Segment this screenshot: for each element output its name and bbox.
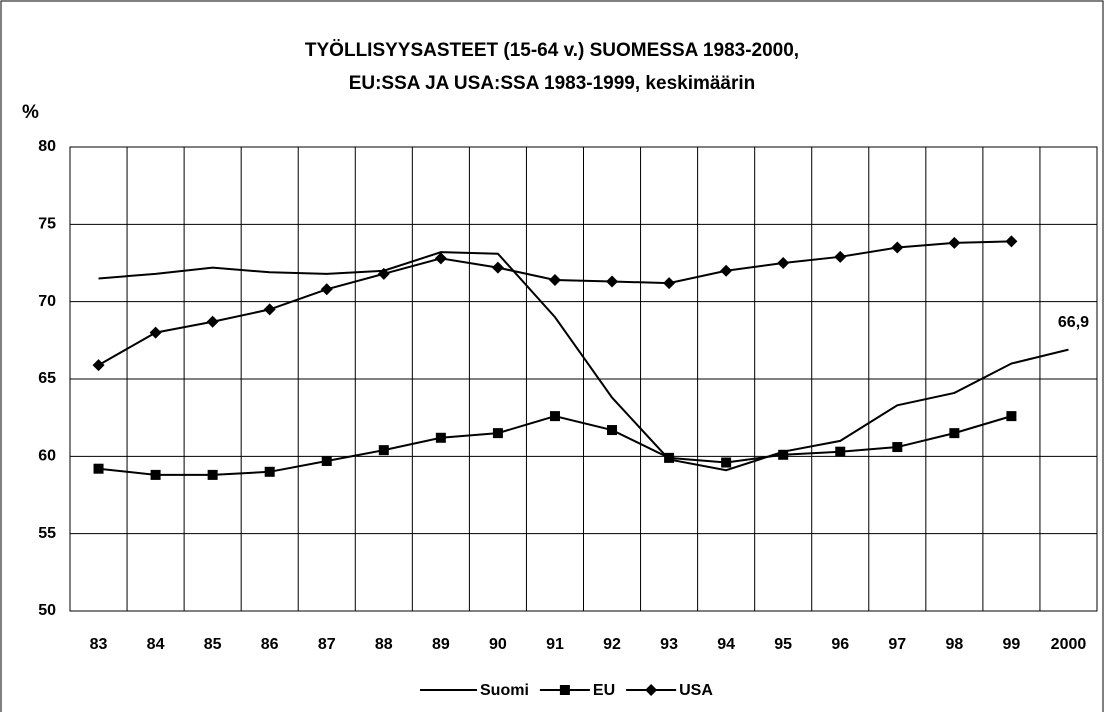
marker: [834, 250, 847, 263]
marker: [1006, 411, 1017, 422]
x-tick-label: 94: [717, 636, 735, 653]
y-tick-label: 65: [38, 370, 56, 387]
x-tick-label: 86: [261, 636, 279, 653]
x-tick-label: 90: [489, 636, 507, 653]
marker: [721, 457, 732, 468]
marker: [607, 425, 618, 436]
marker: [263, 303, 276, 316]
marker: [206, 315, 219, 328]
marker: [149, 326, 162, 339]
y-tick-label: 60: [38, 448, 56, 465]
marker: [606, 275, 619, 288]
marker: [92, 359, 105, 372]
x-tick-label: 93: [660, 636, 678, 653]
legend-marker: [559, 685, 570, 695]
x-tick-label: 98: [945, 636, 963, 653]
marker: [778, 449, 789, 460]
marker: [664, 452, 675, 463]
line-series: [98, 240, 1012, 366]
line-series: [98, 415, 1012, 476]
marker: [264, 466, 275, 477]
legend-marker: [645, 684, 658, 696]
x-tick-label: 97: [888, 636, 906, 653]
marker: [892, 442, 903, 453]
marker: [720, 264, 733, 277]
marker: [377, 267, 390, 280]
line-series: [98, 251, 1069, 472]
marker: [549, 411, 560, 422]
x-tick-label: 95: [774, 636, 792, 653]
legend-label: USA: [679, 682, 713, 699]
x-tick-label: 83: [90, 636, 108, 653]
chart-title: TYÖLLISYYSASTEET (15-64 v.) SUOMESSA 198…: [305, 40, 799, 61]
marker: [492, 428, 503, 439]
marker: [1005, 235, 1018, 248]
marker: [320, 283, 333, 296]
marker: [949, 428, 960, 439]
x-tick-label: 96: [831, 636, 849, 653]
x-tick-label: 92: [603, 636, 621, 653]
y-tick-label: 80: [38, 138, 56, 155]
y-axis-label: %: [22, 102, 39, 123]
marker: [434, 252, 447, 265]
marker: [378, 445, 389, 456]
x-tick-label: 89: [432, 636, 450, 653]
x-tick-label: 91: [546, 636, 564, 653]
chart-title: EU:SSA JA USA:SSA 1983-1999, keskimäärin: [349, 73, 756, 94]
marker: [491, 261, 504, 274]
marker: [663, 277, 676, 290]
legend-label: Suomi: [480, 682, 529, 699]
marker: [435, 432, 446, 443]
marker: [93, 463, 104, 474]
marker: [548, 274, 561, 287]
y-tick-label: 70: [38, 293, 56, 310]
y-tick-label: 55: [38, 525, 56, 542]
y-tick-label: 50: [38, 602, 56, 619]
x-tick-label: 88: [375, 636, 393, 653]
x-tick-label: 84: [147, 636, 165, 653]
x-tick-label: 99: [1003, 636, 1021, 653]
legend-label: EU: [593, 682, 615, 699]
marker: [891, 241, 904, 254]
data-label: 66,9: [1058, 314, 1089, 331]
marker: [321, 455, 332, 466]
x-tick-label: 2000: [1051, 636, 1087, 653]
x-tick-label: 85: [204, 636, 222, 653]
marker: [948, 236, 961, 249]
x-tick-label: 87: [318, 636, 336, 653]
y-tick-label: 75: [38, 216, 56, 233]
marker: [777, 257, 790, 269]
marker: [207, 469, 218, 480]
marker: [835, 446, 846, 457]
marker: [150, 469, 161, 480]
